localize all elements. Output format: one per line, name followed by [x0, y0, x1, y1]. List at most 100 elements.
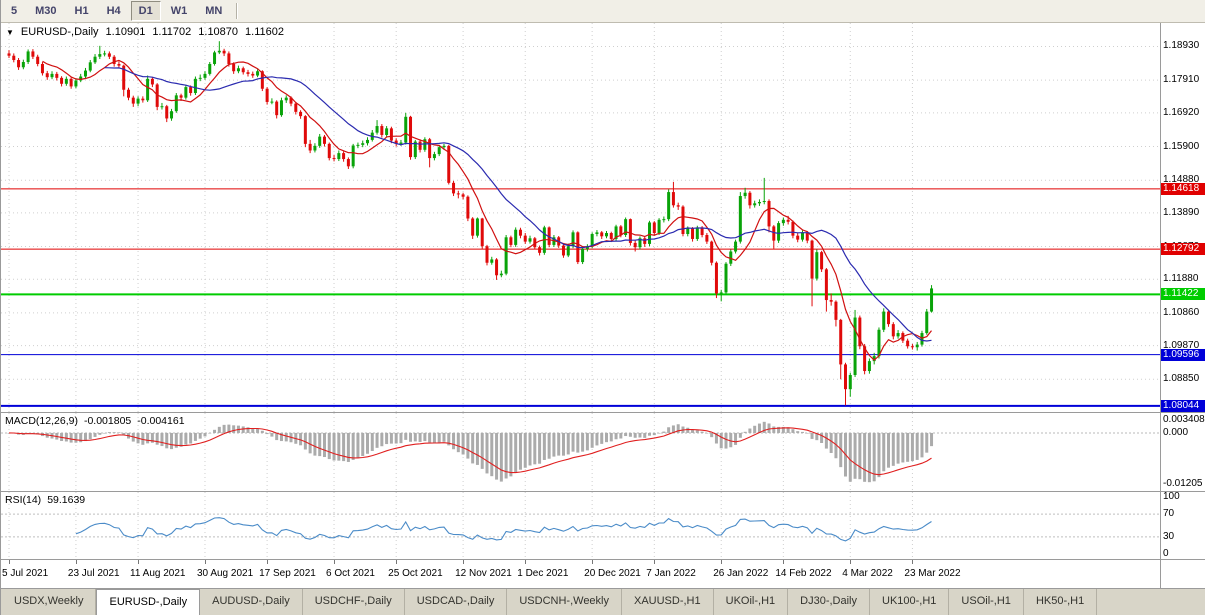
price-chart-plot[interactable]: ▼ EURUSD-,Daily 1.10901 1.11702 1.10870 … [1, 23, 1160, 412]
date-label: 17 Sep 2021 [259, 568, 316, 579]
macd-header: MACD(12,26,9) -0.001805 -0.004161 [5, 415, 185, 427]
macd-panel-plot[interactable]: MACD(12,26,9) -0.001805 -0.004161 [1, 413, 1160, 491]
chart-tab[interactable]: USDCNH-,Weekly [507, 589, 622, 615]
date-label: 14 Feb 2022 [775, 568, 832, 579]
timeframe-button-d1[interactable]: D1 [130, 1, 161, 21]
date-label: 11 Aug 2021 [130, 568, 186, 579]
date-label: 23 Mar 2022 [904, 568, 961, 579]
chart-tab[interactable]: AUDUSD-,Daily [200, 589, 303, 615]
macd-axis[interactable]: 0.003408 0.000 -0.01205 [1160, 413, 1205, 491]
macd-main-value: -0.001805 [83, 415, 132, 427]
time-axis[interactable]: 5 Jul 2021 23 Jul 2021 11 Aug 2021 30 Aug 2… [1, 560, 1160, 588]
time-tick [204, 560, 206, 564]
date-label: 6 Oct 2021 [326, 568, 375, 579]
axis-label: 1.13890 [1163, 206, 1200, 218]
time-axis-row: 5 Jul 2021 23 Jul 2021 11 Aug 2021 30 Aug 2… [1, 559, 1205, 588]
chart-tab[interactable]: UK100-,H1 [870, 589, 950, 615]
rsi-panel-plot[interactable]: RSI(14) 59.1639 [1, 492, 1160, 559]
ohlc-high-value: 1.11702 [152, 26, 192, 38]
ohlc-close-value: 1.11602 [245, 26, 284, 38]
axis-label: 1.18930 [1163, 40, 1200, 52]
date-label: 30 Aug 2021 [196, 568, 254, 579]
price-tag: 1.14618 [1161, 182, 1205, 195]
symbol-dropdown-icon[interactable]: ▼ [6, 27, 14, 37]
rsi-axis[interactable]: 100 70 30 0 [1160, 492, 1205, 559]
macd-row: MACD(12,26,9) -0.001805 -0.004161 0.0034… [1, 412, 1205, 491]
rsi-row: RSI(14) 59.1639 100 70 30 0 [1, 491, 1205, 559]
chart-tab[interactable]: EURUSD-,Daily [96, 589, 201, 615]
time-tick [721, 560, 723, 564]
time-tick [75, 560, 77, 564]
axis-label: 0 [1163, 548, 1169, 559]
chart-tab[interactable]: USOil-,H1 [949, 589, 1024, 615]
date-label: 25 Oct 2021 [388, 568, 443, 579]
axis-label: 70 [1163, 508, 1175, 520]
time-axis-corner [1160, 560, 1205, 588]
timeframe-toolbar: 5 M30 H1 H4 D1 W1 MN [1, 0, 1205, 23]
date-label: 7 Jan 2022 [646, 568, 696, 579]
timeframe-button-w1[interactable]: W1 [170, 5, 188, 17]
rsi-header: RSI(14) 59.1639 [5, 494, 85, 506]
time-tick [396, 560, 398, 564]
axis-label: 1.16920 [1163, 106, 1200, 118]
price-chart-row: ▼ EURUSD-,Daily 1.10901 1.11702 1.10870 … [1, 23, 1205, 412]
timeframe-button-mn[interactable]: MN [205, 5, 223, 17]
chart-tab[interactable]: UKOil-,H1 [713, 589, 789, 615]
axis-label: 1.10860 [1163, 306, 1200, 318]
chart-tab[interactable]: HK50-,H1 [1023, 589, 1098, 615]
time-tick [334, 560, 336, 564]
chart-tabs: USDX,Weekly EURUSD-,Daily AUDUSD-,Daily USD… [2, 589, 1098, 615]
timeframe-button-group: 5 M30 H1 H4 D1 W1 MN [2, 0, 231, 22]
timeframe-button-5[interactable]: 5 [11, 5, 18, 17]
time-tick [267, 560, 269, 564]
timeframe-button-m30[interactable]: M30 [35, 5, 57, 17]
time-tick [912, 560, 914, 564]
axis-label: 1.11880 [1163, 273, 1199, 285]
price-tag: 1.09596 [1161, 348, 1205, 361]
date-label: 23 Jul 2021 [67, 568, 120, 579]
rsi-title: RSI(14) [5, 494, 42, 506]
time-tick [783, 560, 785, 564]
time-tick [525, 560, 527, 564]
toolbar-separator [236, 3, 239, 19]
chart-tab[interactable]: USDCHF-,Daily [302, 589, 405, 615]
price-axis[interactable]: 1.18930 1.17910 1.16920 1.15900 1.14880 1.138… [1160, 23, 1205, 412]
rsi-value: 59.1639 [47, 494, 86, 506]
timeframe-button-h4[interactable]: H4 [106, 5, 121, 17]
time-tick [654, 560, 656, 564]
price-tag: 1.08044 [1161, 399, 1205, 412]
chart-ohlc-header: ▼ EURUSD-,Daily 1.10901 1.11702 1.10870 … [6, 26, 284, 38]
axis-label: 1.17910 [1163, 74, 1200, 86]
chart-tab-bar: USDX,Weekly EURUSD-,Daily AUDUSD-,Daily USD… [1, 588, 1205, 615]
time-tick [463, 560, 465, 564]
chart-tab[interactable]: USDX,Weekly [2, 589, 97, 615]
axis-label: 1.09870 [1163, 339, 1200, 351]
date-label: 5 Jul 2021 [2, 568, 49, 579]
chart-tab[interactable]: XAUUSD-,H1 [622, 589, 714, 615]
macd-title: MACD(12,26,9) [5, 415, 78, 427]
macd-signal-value: -0.004161 [137, 415, 185, 427]
date-label: 4 Mar 2022 [842, 568, 893, 579]
axis-label: 0.003408 [1163, 414, 1205, 425]
axis-label: 0.000 [1163, 426, 1189, 438]
date-label: 1 Dec 2021 [517, 568, 569, 579]
axis-label: 1.15900 [1163, 140, 1200, 152]
chart-tab[interactable]: DJ30-,Daily [788, 589, 870, 615]
price-tag: 1.11422 [1161, 288, 1205, 301]
date-label: 12 Nov 2021 [455, 568, 512, 579]
price-tag: 1.12792 [1161, 243, 1205, 256]
time-tick [138, 560, 140, 564]
time-tick [850, 560, 852, 564]
date-label: 26 Jan 2022 [713, 568, 769, 579]
date-label: 20 Dec 2021 [584, 568, 641, 579]
ohlc-open-value: 1.10901 [105, 26, 146, 38]
ohlc-low-value: 1.10870 [198, 26, 239, 38]
chart-tab[interactable]: USDCAD-,Daily [404, 589, 508, 615]
timeframe-button-h1[interactable]: H1 [74, 5, 89, 17]
time-tick [592, 560, 594, 564]
axis-label: 30 [1163, 530, 1175, 542]
axis-label: 1.14880 [1163, 174, 1200, 186]
axis-label: 100 [1163, 492, 1180, 502]
axis-label: -0.01205 [1163, 478, 1203, 489]
